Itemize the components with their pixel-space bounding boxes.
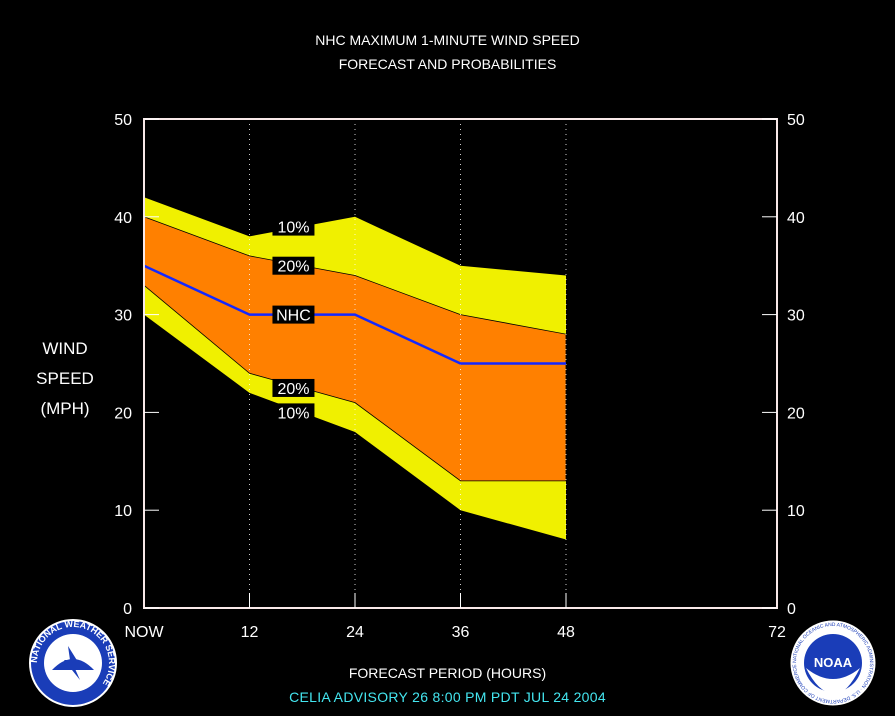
x-axis-label: FORECAST PERIOD (HOURS) (348, 665, 547, 681)
y-tick-label-left: 40 (114, 210, 132, 227)
nhc-forecast-line (143, 264, 566, 365)
x-tick-label: 72 (768, 624, 786, 641)
band-label-text: 20% (277, 259, 309, 276)
y-tick-label-left: 20 (114, 405, 132, 422)
noaa-logo-icon: NATIONAL OCEANIC AND ATMOSPHERIC ADMINIS… (789, 619, 877, 707)
band-label-text: 10% (277, 220, 309, 237)
band-label-box (272, 256, 315, 275)
y-tick-label-right: 40 (787, 210, 805, 227)
y-tick-label-right: 50 (787, 112, 805, 129)
band-label-box (272, 217, 315, 236)
y-tick-label-left: 30 (114, 308, 132, 325)
band-label-text: 20% (277, 381, 309, 398)
nws-logo-icon: NATIONAL WEATHER SERVICE (29, 619, 117, 707)
axis-ticks: 0 0 10 10 20 20 30 30 40 40 50 50 NOW 12 24 36 48 72 (114, 112, 805, 641)
probability-bands (143, 197, 567, 540)
x-tick-label: 12 (241, 624, 259, 641)
band-label-box (272, 378, 315, 397)
x-tick-label: 36 (452, 624, 470, 641)
band-label-text: 10% (277, 405, 309, 422)
band-labels: 10% 20% NHC 20% 10% (272, 217, 315, 422)
x-tick-label: 48 (557, 624, 575, 641)
y-tick-label-right: 20 (787, 405, 805, 422)
nhc-line (143, 264, 566, 365)
x-tick-label: 24 (346, 624, 364, 641)
band-label-text: NHC (276, 308, 311, 325)
y-axis-label-line1: WIND (42, 339, 88, 358)
y-axis-label-line3: (MPH) (40, 399, 90, 418)
noaa-logo-center-text: NOAA (814, 655, 853, 670)
chart-title: NHC MAXIMUM 1-MINUTE WIND SPEED (315, 32, 580, 48)
band-label-box (272, 305, 315, 324)
advisory-footer: CELIA ADVISORY 26 8:00 PM PDT JUL 24 200… (289, 689, 606, 705)
y-tick-label-right: 0 (787, 601, 796, 618)
y-axis-label-line2: SPEED (36, 369, 94, 388)
y-tick-label-left: 10 (114, 503, 132, 520)
y-tick-label-right: 10 (787, 503, 805, 520)
y-tick-label-left: 0 (123, 601, 132, 618)
x-tick-label: NOW (124, 624, 164, 641)
y-tick-label-right: 30 (787, 308, 805, 325)
y-tick-label-left: 50 (114, 112, 132, 129)
band-label-box (272, 403, 315, 422)
chart-subtitle: FORECAST AND PROBABILITIES (338, 56, 557, 72)
